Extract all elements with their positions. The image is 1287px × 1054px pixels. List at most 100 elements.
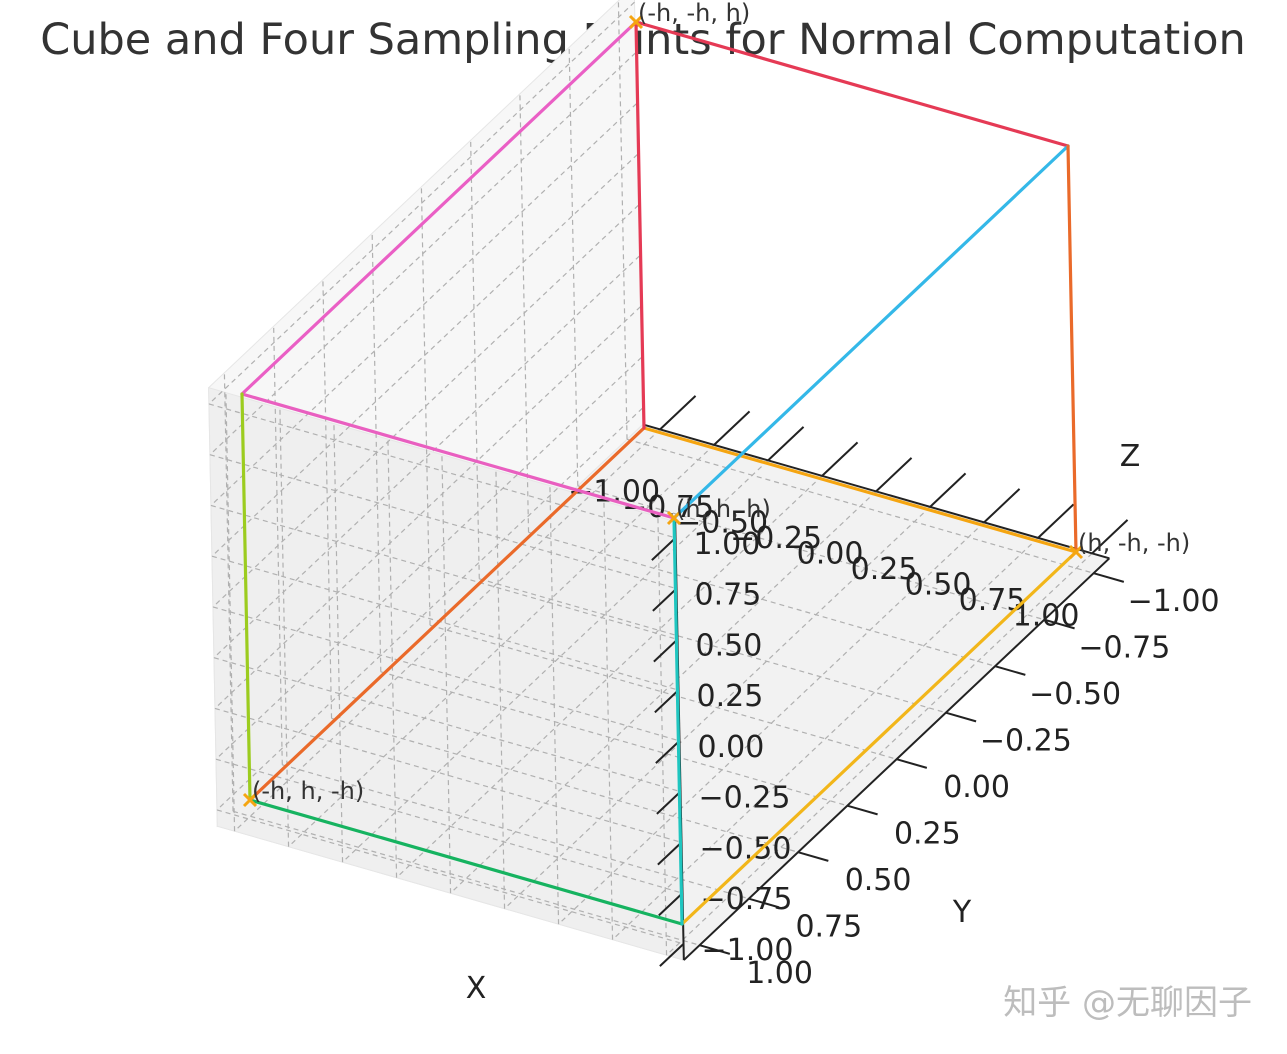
x-axis-line (642, 423, 1110, 560)
grid-line-back-x (387, 439, 398, 878)
axis-lines: −1.00−1.00−1.00−0.75−0.75−0.75−0.50−0.50… (568, 395, 1220, 991)
z-tick (653, 638, 679, 663)
y-tick-label: 0.75 (795, 910, 862, 945)
grid-line-back-x (441, 454, 452, 894)
y-tick (748, 897, 780, 909)
grid-line-back-x (495, 470, 506, 909)
cube-edge (240, 392, 676, 520)
cube-edge (642, 426, 1078, 554)
y-tick (1093, 572, 1125, 583)
y-tick (1044, 618, 1075, 630)
grid-line-left-z (216, 407, 643, 811)
y-tick-label: −0.75 (1078, 631, 1170, 666)
z-tick (655, 740, 681, 764)
grid-line-left-y (568, 47, 579, 486)
cube-edge (634, 20, 646, 430)
z-tick (654, 689, 680, 714)
z-tick (652, 587, 678, 612)
x-tick (713, 410, 751, 446)
cube-edge (680, 550, 1078, 926)
z-tick-label: −0.50 (700, 831, 792, 866)
z-tick-label: 0.25 (697, 679, 764, 714)
x-tick-label: 0.25 (851, 552, 918, 587)
x-axis-label: X (466, 971, 487, 1006)
watermark: 知乎 @无聊因子 (1003, 983, 1252, 1023)
y-tick-label: 0.25 (894, 817, 961, 852)
z-tick-label: 0.00 (698, 730, 765, 765)
point-label: (h, h, h) (676, 495, 771, 523)
sampling-points: (h, -h, -h) (-h, h, -h) (-h, -h, h) (h, h, … (242, 0, 1190, 808)
cube-edge (1066, 144, 1078, 554)
y-tick (994, 665, 1026, 676)
grid-line-floor-x (234, 428, 661, 832)
point-marker (628, 14, 644, 30)
x-tick-label: −0.50 (676, 505, 768, 540)
x-tick (767, 426, 805, 462)
cube-edges (240, 20, 1078, 926)
y-tick (699, 944, 731, 955)
grid-line-left-y (322, 279, 333, 719)
grid-line-left-y (470, 140, 480, 579)
grid-line-left-z (209, 52, 636, 456)
grid-line-back-x (225, 392, 236, 832)
z-tick (659, 943, 685, 967)
y-tick-label: −0.25 (980, 724, 1072, 759)
z-tick (656, 790, 682, 815)
x-tick (875, 457, 913, 493)
y-tick-label: −1.00 (1128, 584, 1220, 619)
grid-line-left-z (208, 1, 635, 405)
y-tick-label: 1.00 (746, 956, 813, 991)
x-tick-label: −0.25 (730, 521, 822, 556)
grid-line-back-x (549, 485, 560, 925)
y-tick (847, 804, 878, 816)
grid-line-floor-x (396, 475, 823, 879)
grid-line-floor-x (504, 506, 931, 910)
grid-line-floor-x (666, 552, 1093, 956)
grid-line-floor-x (450, 490, 877, 894)
z-tick-label: −0.75 (701, 882, 793, 917)
y-tick (945, 711, 977, 723)
cube-edge (240, 20, 638, 396)
x-tick (1037, 503, 1075, 539)
x-tick (983, 488, 1021, 524)
y-tick (797, 851, 829, 862)
y-tick-label: 0.00 (943, 770, 1010, 805)
cube-edge (672, 516, 684, 926)
x-tick (659, 395, 697, 431)
point-marker (242, 792, 258, 808)
y-tick-label: −0.50 (1029, 677, 1121, 712)
grid-line-left-z (213, 255, 640, 659)
z-tick (658, 892, 684, 917)
point-marker (1068, 544, 1084, 560)
z-axis-label: Z (1120, 439, 1141, 474)
x-tick-label: 0.50 (905, 567, 972, 602)
point-marker (666, 510, 682, 526)
grid-line-left-z (210, 103, 637, 506)
grid-line-back-x (657, 516, 668, 956)
y-axis-label: Y (952, 895, 972, 930)
z-tick (657, 841, 683, 866)
z-tick-label: 0.50 (696, 628, 763, 663)
point-label: (-h, -h, h) (638, 0, 750, 27)
grid-line-left-z (211, 153, 638, 557)
grid-lines (208, 0, 1094, 956)
x-tick-label: 0.00 (797, 536, 864, 571)
x-tick (929, 472, 967, 508)
cube-edge (248, 798, 684, 926)
cube-edge (634, 20, 1070, 148)
x-tick-label: 1.00 (1013, 598, 1080, 633)
grid-line-floor-x (558, 521, 985, 925)
grid-line-left-y (273, 326, 283, 765)
z-tick-label: 1.00 (694, 527, 761, 562)
y-tick-label: 0.50 (845, 863, 912, 898)
x-tick (821, 441, 859, 477)
point-label: (-h, h, -h) (252, 777, 364, 805)
cube-edge (672, 144, 1070, 520)
grid-line-floor-x (612, 537, 1039, 941)
grid-line-left-z (212, 204, 639, 608)
z-tick-label: −0.25 (699, 781, 791, 816)
z-tick (651, 537, 677, 561)
grid-line-left-y (223, 372, 234, 812)
z-tick-label: 0.75 (695, 578, 762, 613)
